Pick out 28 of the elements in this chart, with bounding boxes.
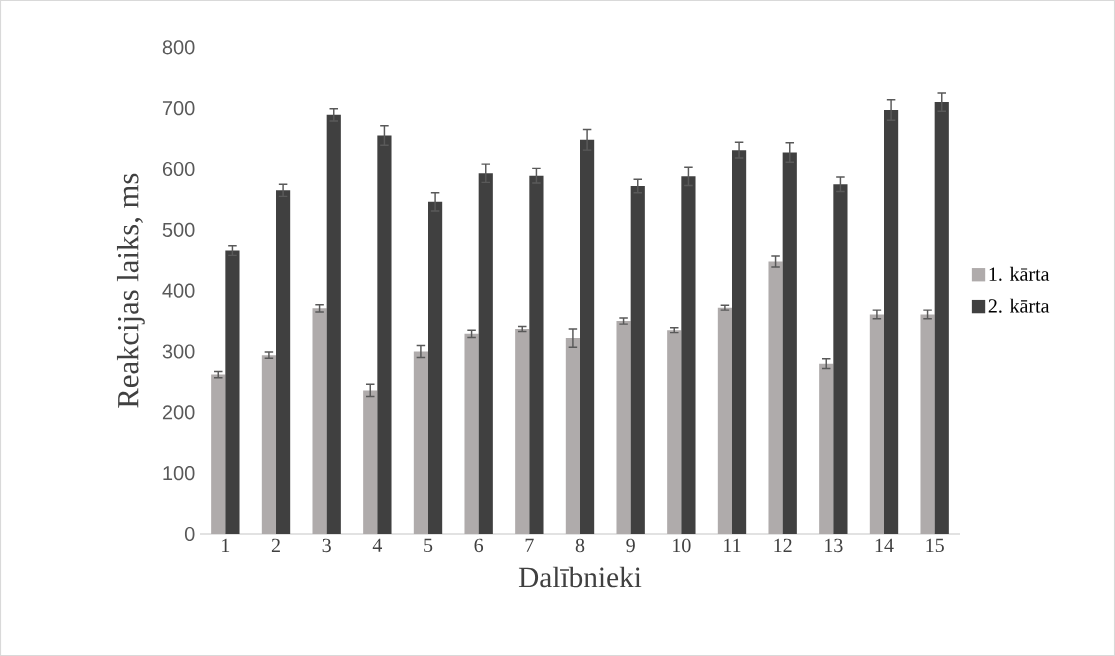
x-tick-label: 2 [271,538,280,552]
y-tick-label: 800 [162,40,195,55]
legend-label: 2. kārta [988,298,1050,313]
x-tick-label: 11 [724,538,741,552]
y-tick-label: 600 [162,161,195,177]
x-tick-label: 13 [825,538,843,553]
x-tick-label: 3 [322,538,331,553]
x-tick-label: 10 [673,538,691,553]
x-tick-label: 4 [372,538,383,552]
y-tick-label: 500 [162,222,195,237]
y-tick-label: 300 [162,344,195,359]
y-tick-label: 700 [162,101,195,116]
x-tick-label: 12 [774,538,792,552]
y-axis-title: Reakcijas laiks, ms [116,173,145,408]
legend-label: 1. kārta [989,266,1050,281]
x-tick-label: 5 [424,538,433,552]
x-tick-label: 7 [525,538,534,552]
x-tick-label: 15 [926,538,944,553]
x-tick-label: 14 [875,538,894,552]
y-tick-label: 0 [184,526,195,542]
x-tick-label: 9 [626,538,635,553]
y-tick-label: 100 [163,466,195,481]
x-tick-label: 6 [474,538,484,553]
x-axis-title: Dalībnieki [518,566,642,588]
x-tick-label: 8 [575,538,585,553]
x-tick-label: 1 [222,538,230,552]
y-tick-label: 200 [162,405,195,420]
y-tick-label: 400 [162,283,195,298]
